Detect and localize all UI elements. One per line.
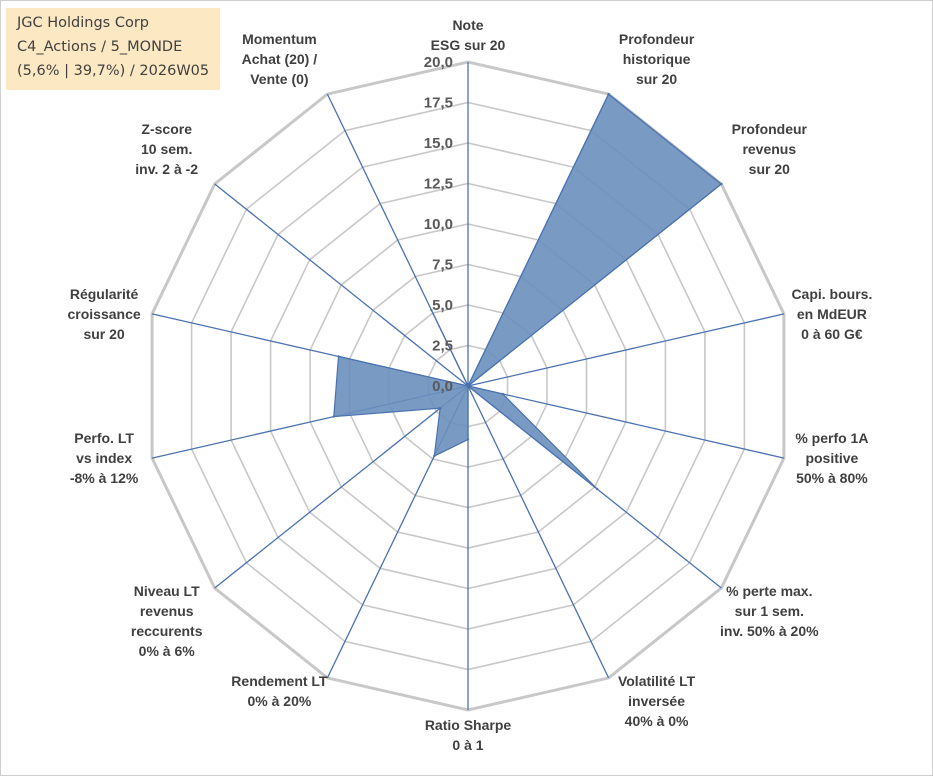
axis-label: Note ESG sur 20 [431, 17, 506, 53]
tick-label: 15,0 [424, 135, 453, 152]
axis-spoke [214, 183, 469, 387]
radar-series [332, 92, 723, 491]
axis-label: Profondeur historique sur 20 [619, 31, 695, 87]
data-point [607, 92, 610, 96]
data-point [337, 355, 340, 358]
axis-label: % perte max. sur 1 sem. inv. 50% à 20% [720, 583, 819, 639]
tick-label: 7,5 [432, 257, 453, 274]
data-point [332, 415, 335, 418]
data-point [430, 308, 433, 312]
axis-spoke [214, 385, 469, 589]
tick-label: 0,0 [432, 378, 453, 395]
axis-label: Volatilité LT inversée 40% à 0% [618, 673, 696, 729]
axis-label: Niveau LT revenus reccurents 0% à 6% [131, 583, 203, 659]
period-info: (5,6% | 39,7%) / 2026W05 [17, 63, 210, 79]
data-point [596, 487, 599, 491]
tick-label: 12,5 [424, 176, 453, 193]
axis-label: Capi. bours. en MdEUR 0 à 60 G€ [791, 286, 872, 342]
info-box: JGC Holdings Corp C4_Actions / 5_MONDE (… [6, 8, 220, 90]
radar-tick-labels: 0,0 2,5 5,0 7,5 10,0 12,5 15,0 17,5 20,0 [424, 54, 453, 395]
tick-label: 20,0 [424, 54, 453, 71]
tick-label: 17,5 [424, 95, 453, 112]
series-area [333, 93, 723, 490]
axis-spoke [467, 385, 610, 679]
portfolio-name: C4_Actions / 5_MONDE [17, 39, 183, 55]
data-point [433, 454, 436, 458]
data-point [720, 182, 723, 186]
data-point [501, 392, 504, 396]
axis-label: Z-score 10 sem. inv. 2 à -2 [135, 121, 198, 177]
axis-label: Momentum Achat (20) / Vente (0) [242, 31, 318, 87]
data-point [438, 407, 442, 410]
axis-label: Ratio Sharpe 0 à 1 [425, 717, 512, 753]
axis-spoke [467, 313, 785, 387]
data-point [466, 438, 470, 441]
axis-label: Régularité croissance sur 20 [68, 286, 141, 342]
axis-label: Profondeur revenus sur 20 [732, 121, 808, 177]
axis-label: % perfo 1A positive 50% à 80% [795, 430, 868, 486]
company-name: JGC Holdings Corp [17, 15, 150, 31]
radar-axis-labels: Note ESG sur 20 Profondeur historique sur 20… [68, 17, 873, 753]
tick-label: 10,0 [424, 216, 453, 233]
axis-label: Rendement LT 0% à 20% [231, 673, 328, 709]
tick-label: 5,0 [432, 297, 453, 314]
tick-label: 2,5 [432, 338, 453, 355]
axis-spoke [467, 385, 785, 459]
data-point [466, 384, 470, 388]
axis-label: Perfo. LT vs index -8% à 12% [70, 430, 139, 486]
